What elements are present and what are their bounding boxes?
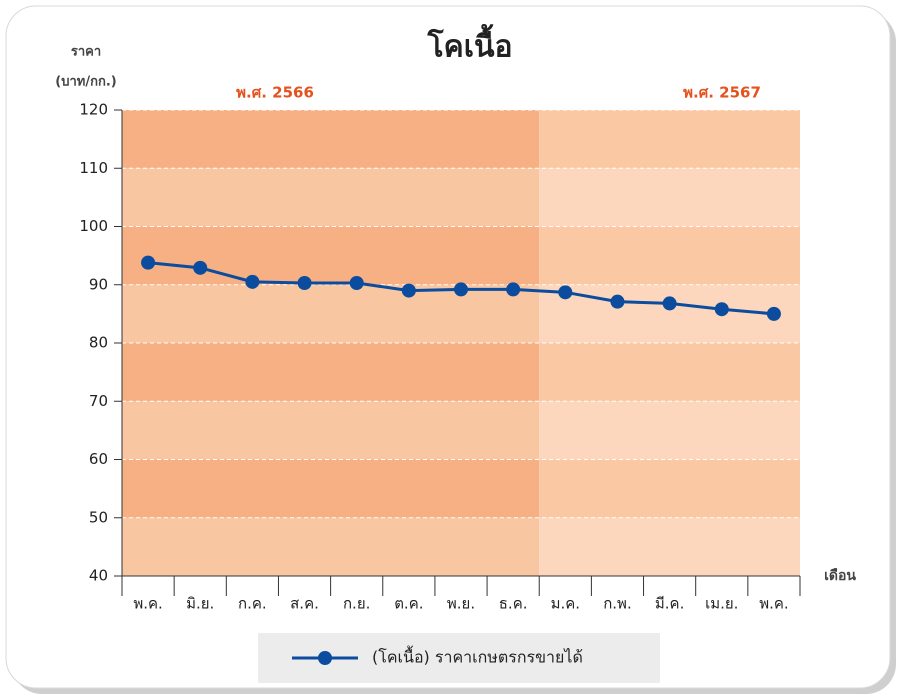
band [539, 168, 800, 227]
point [714, 302, 729, 317]
point [193, 260, 208, 275]
y-tick-label: 80 [89, 334, 108, 352]
chart-title: โคเนื้อ [427, 24, 513, 65]
x-tick-label: พ.ย. [447, 595, 475, 613]
y-tick-label: 60 [89, 450, 108, 468]
x-tick-label: เม.ย. [705, 595, 738, 613]
band [122, 226, 540, 285]
x-tick-label: พ.ค. [133, 595, 162, 613]
year-label: พ.ศ. 2566 [236, 84, 314, 102]
point [454, 282, 468, 297]
point [401, 283, 416, 298]
point [766, 306, 781, 321]
y-tick-label: 110 [79, 159, 108, 177]
band [539, 226, 800, 285]
band [122, 459, 540, 518]
band [122, 110, 540, 169]
x-tick-label: ส.ค. [290, 595, 319, 613]
band [122, 401, 540, 460]
y-tick-label: 100 [79, 217, 108, 235]
band [539, 110, 800, 169]
point [610, 294, 625, 309]
y-axis-title: (บาท/กก.) [55, 75, 116, 90]
x-tick-label: ต.ค. [394, 595, 423, 613]
band [539, 401, 800, 460]
band [539, 343, 800, 402]
x-tick-label: ธ.ค. [499, 595, 528, 613]
point [245, 274, 260, 289]
band [539, 517, 800, 576]
legend-label: (โคเนื้อ) ราคาเกษตรกรขายได้ [372, 646, 583, 667]
point [141, 255, 156, 270]
x-tick-label: มี.ค. [655, 595, 684, 613]
x-tick-label: ก.ค. [238, 595, 267, 613]
x-tick-label: ก.ย. [343, 595, 370, 613]
point [297, 276, 312, 291]
x-tick-label: มิ.ย. [186, 595, 214, 613]
band [122, 168, 540, 227]
band [122, 517, 540, 576]
point [349, 276, 364, 291]
y-tick-label: 70 [89, 392, 108, 410]
band [122, 284, 540, 343]
x-tick-label: พ.ค. [759, 595, 788, 613]
y-axis-title: ราคา [71, 45, 101, 60]
y-tick-label: 40 [89, 567, 108, 585]
x-tick-label: ม.ค. [551, 595, 580, 613]
legend-marker [318, 651, 332, 665]
y-tick-label: 50 [89, 508, 108, 526]
y-tick-label: 90 [89, 275, 108, 293]
x-axis-title: เดือน [824, 568, 856, 584]
year-label: พ.ศ. 2567 [683, 84, 761, 102]
x-tick-label: ก.พ. [603, 595, 632, 613]
point [558, 285, 573, 300]
y-tick-label: 120 [79, 101, 108, 119]
point [662, 296, 677, 311]
point [506, 282, 521, 297]
band [122, 343, 540, 402]
band [539, 459, 800, 518]
